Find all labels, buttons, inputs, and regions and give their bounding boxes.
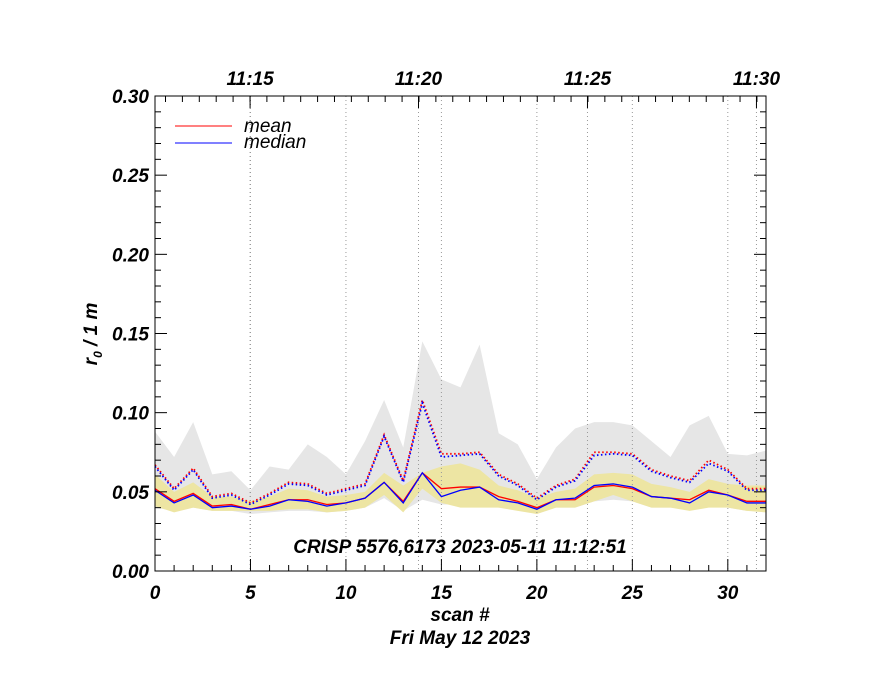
y-tick-label: 0.30 bbox=[112, 87, 149, 108]
legend-mean-label: mean bbox=[244, 116, 292, 137]
time-tick-label: 11:20 bbox=[395, 69, 443, 90]
x-tick-label: 10 bbox=[335, 583, 357, 604]
y-axis-label: r0 / 1 m bbox=[81, 303, 105, 366]
y-tick-label: 0.05 bbox=[112, 483, 149, 504]
series-line-1 bbox=[154, 471, 766, 510]
series-layer bbox=[154, 396, 766, 510]
series-line-2 bbox=[154, 396, 766, 504]
legend-median-label: median bbox=[244, 132, 306, 153]
time-tick-label: 11:25 bbox=[564, 69, 612, 90]
y-tick-label: 0.20 bbox=[112, 245, 149, 266]
band-0 bbox=[155, 341, 766, 514]
y-tick-label: 0.10 bbox=[112, 404, 149, 425]
x-tick-label: 0 bbox=[150, 583, 161, 604]
y-axis-label-main: r bbox=[81, 356, 102, 365]
y-tick-label: 0.15 bbox=[112, 325, 149, 346]
chart-annotation: CRISP 5576,6173 2023-05-11 11:12:51 bbox=[293, 537, 626, 558]
y-axis-label-rest: / 1 m bbox=[81, 303, 102, 352]
date-label: Fri May 12 2023 bbox=[390, 628, 531, 649]
y-axis-label-sub: 0 bbox=[91, 351, 105, 358]
x-tick-label: 15 bbox=[431, 583, 453, 604]
legend: mean median bbox=[175, 116, 306, 153]
series-line-3 bbox=[154, 400, 766, 506]
x-tick-label: 5 bbox=[245, 583, 256, 604]
y-tick-label: 0.00 bbox=[112, 562, 149, 583]
tick-layer: 0.00 0.05 0.10 0.15 0.20 0.25 0.30 0 5 10 15 20 25 30… bbox=[112, 69, 780, 604]
x-axis-label: scan # bbox=[430, 605, 490, 626]
time-tick-label: 11:15 bbox=[226, 69, 274, 90]
x-tick-label: 25 bbox=[621, 583, 644, 604]
x-tick-label: 30 bbox=[717, 583, 739, 604]
y-tick-label: 0.25 bbox=[112, 166, 149, 187]
x-tick-label: 20 bbox=[525, 583, 548, 604]
time-tick-label: 11:30 bbox=[733, 69, 781, 90]
